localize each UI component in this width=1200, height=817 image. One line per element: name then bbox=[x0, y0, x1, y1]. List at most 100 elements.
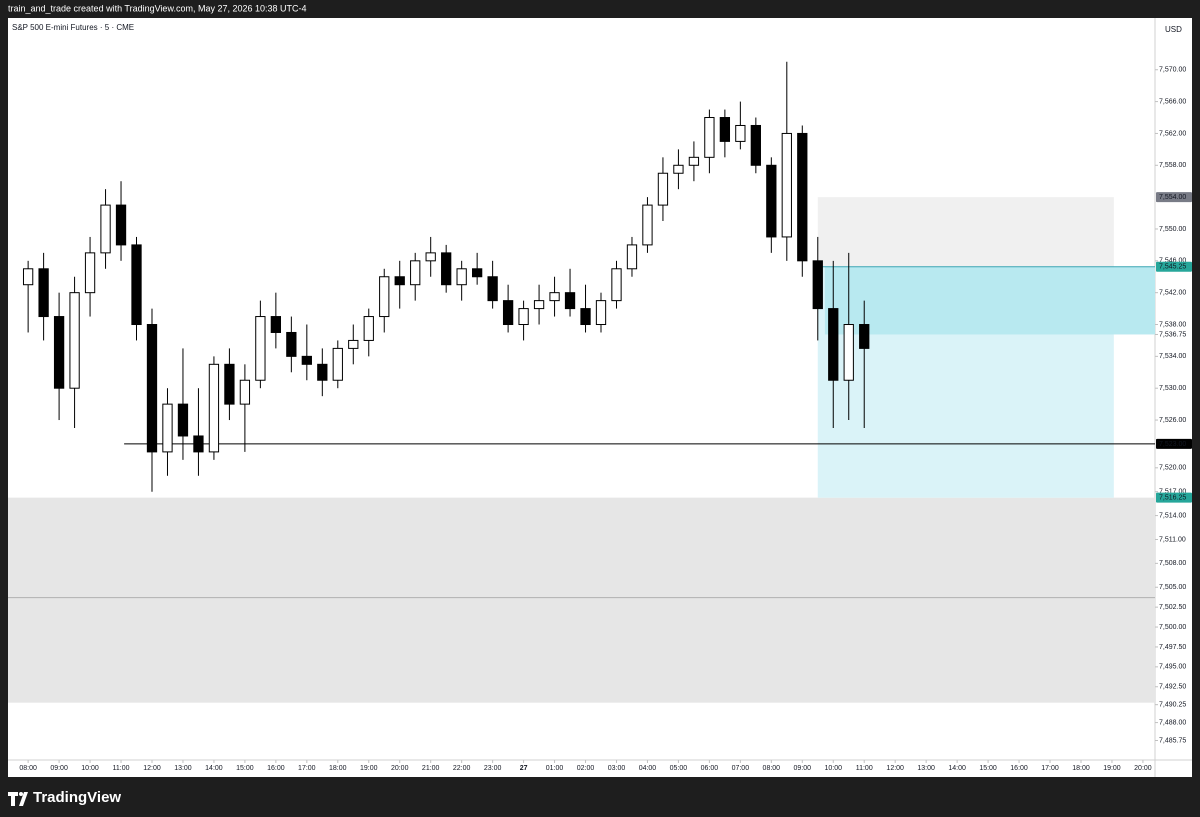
price-label: 7,523.00 bbox=[1159, 441, 1186, 448]
candle-body bbox=[177, 403, 189, 437]
candle-body bbox=[53, 316, 65, 389]
currency: USD bbox=[1165, 25, 1182, 34]
x-tick-label: 01:00 bbox=[546, 765, 564, 772]
candle-body bbox=[595, 300, 607, 326]
candle-body bbox=[487, 276, 498, 302]
x-tick-label: 12:00 bbox=[886, 765, 904, 772]
y-tick-label: 7,546.00 bbox=[1159, 258, 1186, 265]
x-tick-label: 02:00 bbox=[577, 765, 595, 772]
y-tick-label: 7,562.00 bbox=[1159, 130, 1186, 137]
x-tick-label: 11:00 bbox=[113, 765, 130, 772]
x-tick-label: 22:00 bbox=[453, 765, 471, 772]
y-tick-label: 7,505.00 bbox=[1159, 584, 1186, 591]
candle-body bbox=[518, 308, 529, 326]
y-tick-label: 7,508.00 bbox=[1159, 560, 1186, 567]
x-tick-label: 04:00 bbox=[639, 765, 657, 772]
candle-body bbox=[812, 260, 823, 310]
price-label-bg bbox=[1156, 261, 1192, 272]
candle-body bbox=[410, 260, 421, 286]
price-label-bg bbox=[1156, 192, 1192, 203]
x-tick-label: 27 bbox=[520, 765, 528, 772]
zone bbox=[817, 197, 1114, 267]
x-tick-label: 20:00 bbox=[391, 765, 409, 772]
y-tick-label: 7,485.75 bbox=[1159, 737, 1186, 744]
x-tick-label: 20:00 bbox=[1134, 765, 1152, 772]
candle-body bbox=[781, 132, 792, 238]
zone bbox=[8, 497, 1155, 703]
y-tick-label: 7,511.00 bbox=[1159, 536, 1186, 543]
candle-body bbox=[719, 117, 731, 142]
candle-body bbox=[348, 339, 359, 349]
x-tick-label: 14:00 bbox=[205, 765, 223, 772]
candle-body bbox=[146, 324, 158, 453]
y-tick-label: 7,490.25 bbox=[1159, 702, 1186, 709]
candle-body bbox=[797, 132, 808, 262]
candle-body bbox=[441, 252, 452, 286]
x-tick-label: 23:00 bbox=[484, 765, 502, 772]
candle-body bbox=[224, 363, 235, 405]
x-tick-label: 16:00 bbox=[1010, 765, 1028, 772]
candle-body bbox=[301, 355, 312, 365]
candle-body bbox=[564, 292, 576, 310]
candle-body bbox=[286, 331, 297, 357]
x-tick-label: 12:00 bbox=[143, 765, 161, 772]
candle-body bbox=[100, 204, 111, 254]
x-tick-label: 18:00 bbox=[329, 765, 347, 772]
y-tick-label: 7,538.00 bbox=[1159, 321, 1186, 328]
candle-body bbox=[131, 244, 142, 326]
candle-body bbox=[843, 324, 854, 381]
symbol-title: S&P 500 E-mini Futures · 5 · CME bbox=[12, 23, 134, 32]
logo-icon bbox=[8, 792, 28, 806]
candle-body bbox=[332, 347, 343, 381]
y-tick-label: 7,536.75 bbox=[1159, 331, 1186, 338]
x-tick-label: 15:00 bbox=[979, 765, 997, 772]
plot-area bbox=[8, 61, 1155, 703]
candle-body bbox=[162, 403, 173, 453]
candle-body bbox=[317, 363, 328, 381]
candle-body bbox=[657, 172, 669, 206]
x-tick-label: 09:00 bbox=[794, 765, 812, 772]
x-tick-label: 21:00 bbox=[422, 765, 440, 772]
x-tick-label: 16:00 bbox=[267, 765, 285, 772]
x-tick-label: 08:00 bbox=[763, 765, 781, 772]
price-label: 7,516.25 bbox=[1159, 495, 1186, 502]
x-tick-label: 07:00 bbox=[732, 765, 750, 772]
y-tick-label: 7,492.50 bbox=[1159, 684, 1186, 691]
y-tick-label: 7,566.00 bbox=[1159, 98, 1186, 105]
price-label: 7,545.25 bbox=[1159, 264, 1186, 271]
y-tick-label: 7,495.00 bbox=[1159, 664, 1186, 671]
x-tick-label: 10:00 bbox=[824, 765, 842, 772]
candle-body bbox=[456, 268, 467, 286]
x-tick-label: 10:00 bbox=[81, 765, 99, 772]
logo-text: TradingView bbox=[33, 789, 121, 806]
candle-body bbox=[673, 164, 684, 174]
x-tick-label: 18:00 bbox=[1072, 765, 1090, 772]
y-tick-label: 7,570.00 bbox=[1159, 67, 1186, 74]
x-tick-label: 13:00 bbox=[917, 765, 935, 772]
candle-body bbox=[193, 435, 204, 453]
candle-body bbox=[859, 324, 870, 349]
x-tick-label: 11:00 bbox=[856, 765, 873, 772]
y-tick-label: 7,530.00 bbox=[1159, 385, 1186, 392]
candle-body bbox=[22, 268, 34, 286]
x-tick-label: 06:00 bbox=[701, 765, 719, 772]
candle-body bbox=[38, 268, 49, 318]
zone bbox=[824, 266, 1155, 335]
x-tick-label: 19:00 bbox=[1103, 765, 1121, 772]
x-tick-label: 17:00 bbox=[298, 765, 316, 772]
attribution: train_and_trade created with TradingView… bbox=[8, 3, 307, 13]
candle-body bbox=[239, 379, 251, 405]
y-tick-label: 7,497.50 bbox=[1159, 644, 1186, 651]
candle-body bbox=[549, 292, 560, 302]
candle-body bbox=[115, 204, 127, 246]
x-tick-label: 09:00 bbox=[50, 765, 68, 772]
x-tick-label: 14:00 bbox=[948, 765, 966, 772]
y-tick-label: 7,520.00 bbox=[1159, 465, 1186, 472]
x-tick-label: 17:00 bbox=[1041, 765, 1059, 772]
y-tick-label: 7,514.00 bbox=[1159, 512, 1186, 519]
candle-body bbox=[255, 316, 266, 381]
y-tick-label: 7,550.00 bbox=[1159, 226, 1186, 233]
candle-body bbox=[735, 124, 746, 142]
y-tick-label: 7,517.00 bbox=[1159, 489, 1186, 496]
